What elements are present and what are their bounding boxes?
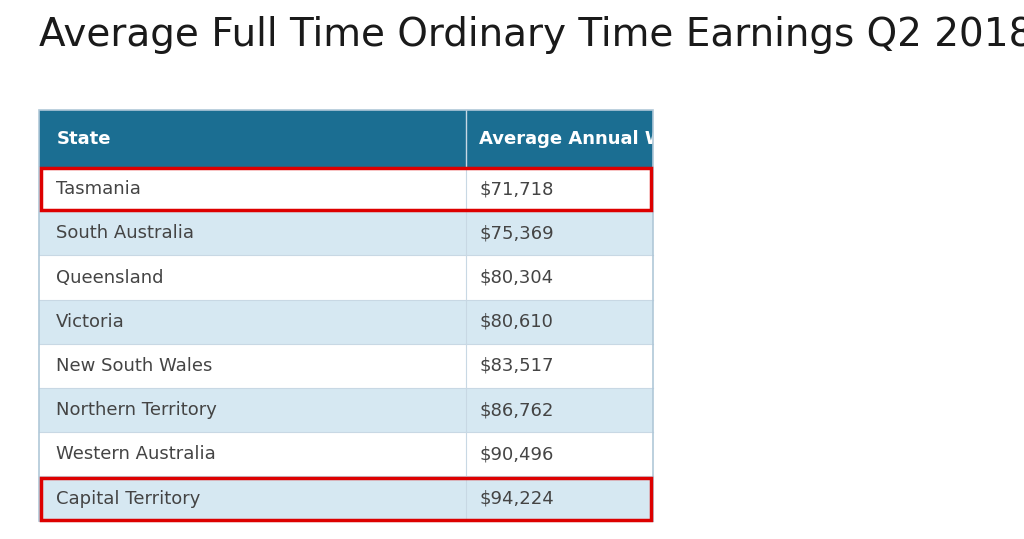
Text: $90,496: $90,496 — [479, 445, 554, 464]
Text: New South Wales: New South Wales — [56, 357, 213, 375]
Text: Tasmania: Tasmania — [56, 180, 141, 198]
Text: Western Australia: Western Australia — [56, 445, 216, 464]
Text: Northern Territory: Northern Territory — [56, 401, 217, 419]
Text: $80,610: $80,610 — [479, 313, 553, 331]
Text: Average Annual Wage: Average Annual Wage — [479, 130, 701, 148]
Text: $86,762: $86,762 — [479, 401, 554, 419]
Text: South Australia: South Australia — [56, 224, 195, 243]
Text: State: State — [56, 130, 111, 148]
Text: $94,224: $94,224 — [479, 489, 554, 508]
Text: $80,304: $80,304 — [479, 268, 553, 287]
Text: Average Full Time Ordinary Time Earnings Q2 2018: Average Full Time Ordinary Time Earnings… — [39, 16, 1024, 54]
Text: $75,369: $75,369 — [479, 224, 554, 243]
Text: Victoria: Victoria — [56, 313, 125, 331]
Text: Capital Territory: Capital Territory — [56, 489, 201, 508]
Text: Queensland: Queensland — [56, 268, 164, 287]
Text: $83,517: $83,517 — [479, 357, 554, 375]
Text: $71,718: $71,718 — [479, 180, 554, 198]
